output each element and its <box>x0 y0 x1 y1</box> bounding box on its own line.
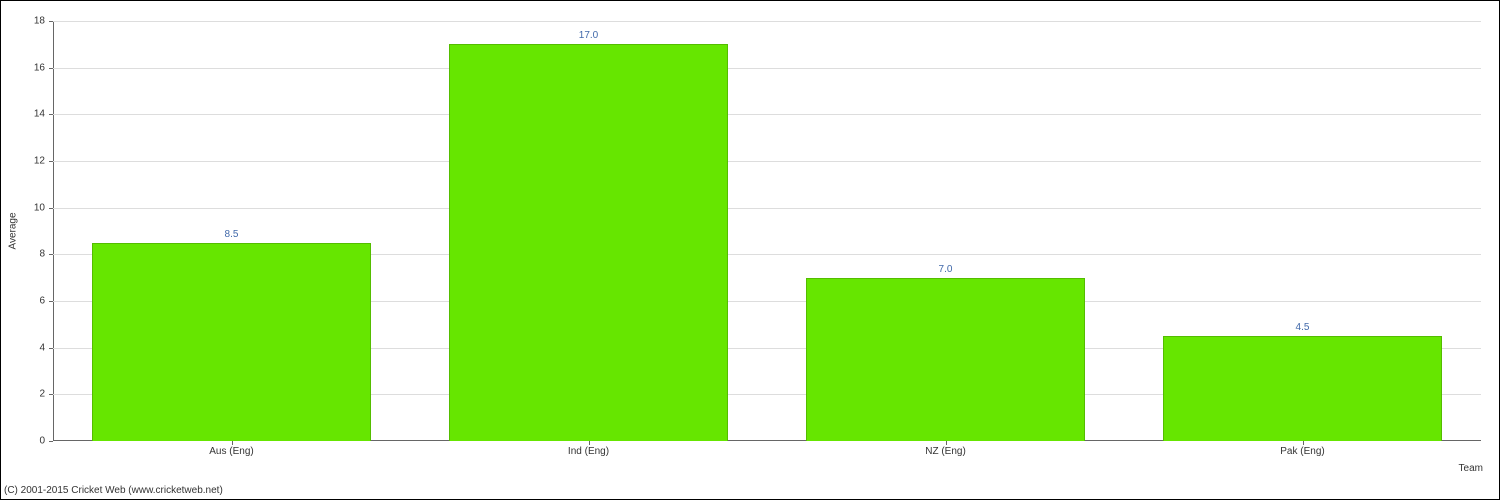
bar-value-label: 4.5 <box>1296 322 1310 333</box>
x-tick-label: Aus (Eng) <box>209 446 253 457</box>
x-tick-label: Pak (Eng) <box>1280 446 1324 457</box>
bar-value-label: 7.0 <box>939 264 953 275</box>
bar <box>806 278 1084 441</box>
y-tick-label: 6 <box>39 296 45 307</box>
x-tick-mark <box>232 441 233 445</box>
y-axis-line <box>53 21 54 441</box>
y-tick-mark <box>49 161 53 162</box>
y-tick-mark <box>49 301 53 302</box>
y-tick-label: 10 <box>34 202 45 213</box>
y-tick-mark <box>49 208 53 209</box>
x-tick-mark <box>1303 441 1304 445</box>
x-tick-label: Ind (Eng) <box>568 446 609 457</box>
y-tick-label: 4 <box>39 342 45 353</box>
y-tick-mark <box>49 441 53 442</box>
y-tick-mark <box>49 21 53 22</box>
y-tick-mark <box>49 114 53 115</box>
plot-area: 8.5 17.0 7.0 4.5 <box>53 21 1481 441</box>
y-axis-title: Average <box>8 212 19 249</box>
y-tick-mark <box>49 68 53 69</box>
y-tick-label: 16 <box>34 62 45 73</box>
bar <box>1163 336 1441 441</box>
gridline <box>53 21 1481 22</box>
bar-value-label: 8.5 <box>225 229 239 240</box>
y-tick-label: 0 <box>39 436 45 447</box>
x-tick-mark <box>946 441 947 445</box>
y-tick-label: 12 <box>34 156 45 167</box>
gridline <box>53 208 1481 209</box>
y-tick-label: 2 <box>39 389 45 400</box>
x-axis-title: Team <box>1459 463 1483 474</box>
y-tick-mark <box>49 394 53 395</box>
y-tick-mark <box>49 254 53 255</box>
copyright-text: (C) 2001-2015 Cricket Web (www.cricketwe… <box>4 485 223 496</box>
gridline <box>53 161 1481 162</box>
bar <box>449 44 727 441</box>
y-tick-label: 8 <box>39 249 45 260</box>
x-tick-label: NZ (Eng) <box>925 446 966 457</box>
gridline <box>53 68 1481 69</box>
gridline <box>53 114 1481 115</box>
bar-value-label: 17.0 <box>579 30 598 41</box>
y-tick-label: 18 <box>34 16 45 27</box>
bar <box>92 243 370 441</box>
y-tick-mark <box>49 348 53 349</box>
x-tick-mark <box>589 441 590 445</box>
y-tick-label: 14 <box>34 109 45 120</box>
chart-container: 8.5 17.0 7.0 4.5 Average Team (C) 2001-2015… <box>0 0 1500 500</box>
